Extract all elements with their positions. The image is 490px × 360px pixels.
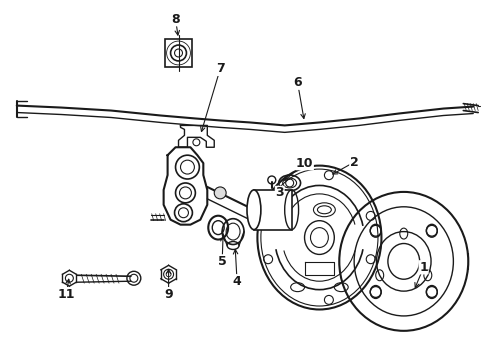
Text: 10: 10 <box>296 157 313 170</box>
Text: 3: 3 <box>275 186 284 199</box>
Circle shape <box>214 187 226 199</box>
Text: 1: 1 <box>419 261 428 274</box>
Text: 8: 8 <box>171 13 180 26</box>
Text: 11: 11 <box>58 288 75 301</box>
Text: 7: 7 <box>216 62 224 75</box>
Text: 2: 2 <box>350 156 359 168</box>
Text: 5: 5 <box>218 255 226 268</box>
Text: 4: 4 <box>233 275 242 288</box>
Bar <box>165 39 193 67</box>
Text: 6: 6 <box>294 76 302 89</box>
Bar <box>254 190 292 230</box>
Text: 9: 9 <box>164 288 173 301</box>
Ellipse shape <box>247 190 261 230</box>
